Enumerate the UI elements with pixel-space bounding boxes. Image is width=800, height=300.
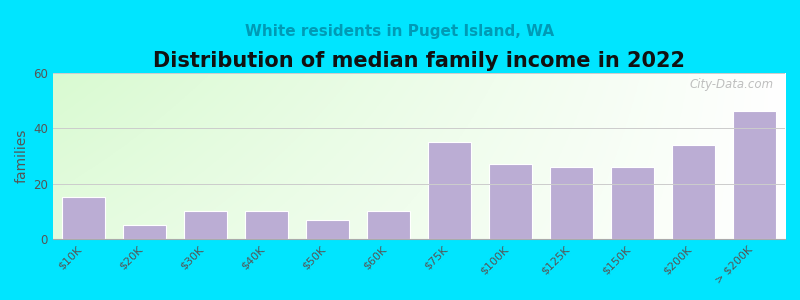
Bar	[62, 197, 105, 239]
Bar	[184, 211, 226, 239]
Bar	[367, 211, 410, 239]
Bar	[123, 225, 166, 239]
Text: White residents in Puget Island, WA: White residents in Puget Island, WA	[246, 24, 554, 39]
Bar	[611, 167, 654, 239]
Bar	[306, 220, 349, 239]
Bar	[733, 111, 776, 239]
Text: City-Data.com: City-Data.com	[690, 78, 774, 91]
Y-axis label: families: families	[15, 129, 29, 183]
Bar	[489, 164, 532, 239]
Bar	[550, 167, 593, 239]
Bar	[672, 145, 715, 239]
Title: Distribution of median family income in 2022: Distribution of median family income in …	[153, 51, 685, 71]
Bar	[245, 211, 288, 239]
Bar	[428, 142, 471, 239]
